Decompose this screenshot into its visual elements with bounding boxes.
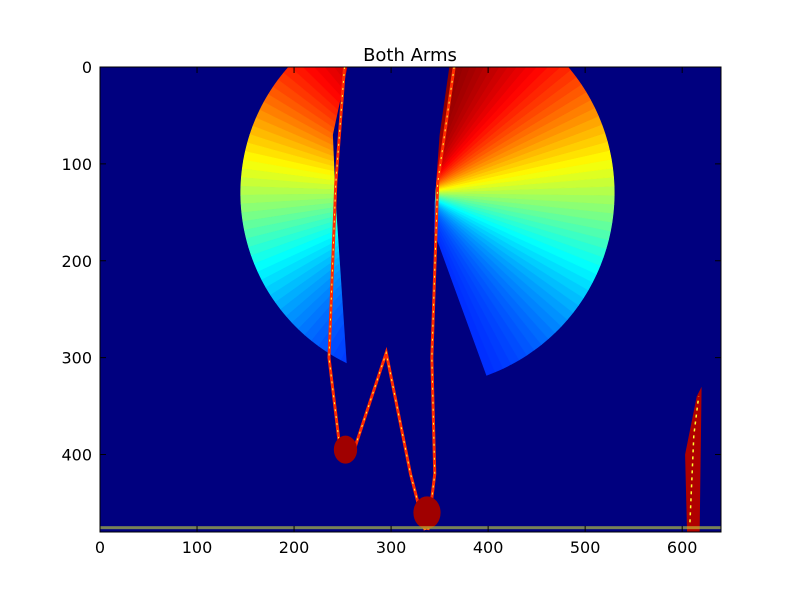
edge-noise-highlight <box>689 396 700 523</box>
y-tick-label: 0 <box>82 58 92 77</box>
y-tick-label: 400 <box>61 446 92 465</box>
right-arm-sweep-wedge <box>419 67 549 194</box>
right-arm-sweep-wedge <box>419 67 492 194</box>
y-tick-label: 200 <box>61 252 92 271</box>
body-silhouette <box>332 67 450 532</box>
chart-title: Both Arms <box>363 45 457 66</box>
plot-frame <box>99 66 722 533</box>
y-tick-label: 300 <box>61 349 92 368</box>
x-tick-label: 600 <box>667 538 698 557</box>
right-arm-sweep-wedge <box>419 67 508 194</box>
right-arm-sweep-wedge <box>419 67 464 194</box>
noise-cluster <box>333 435 358 464</box>
x-tick-label: 500 <box>570 538 601 557</box>
right-arm-sweep-wedge <box>420 67 571 194</box>
heatmap-plot-area <box>100 67 721 532</box>
noise-cluster <box>413 496 441 529</box>
x-tick-label: 300 <box>376 538 407 557</box>
x-tick-label: 100 <box>182 538 213 557</box>
floor-noise <box>100 526 721 530</box>
x-tick-label: 200 <box>279 538 310 557</box>
body-edge-highlight <box>328 67 455 531</box>
y-tick-label: 100 <box>61 155 92 174</box>
right-arm-sweep-wedge <box>419 67 527 194</box>
x-axis: 0 100 200 300 400 500 600 <box>95 67 698 557</box>
right-arm-sweep-wedge <box>419 67 537 194</box>
x-tick-label: 400 <box>473 538 504 557</box>
right-arm-sweep-wedge <box>419 67 484 194</box>
x-tick-label: 0 <box>95 538 105 557</box>
y-axis: 0 100 200 300 400 <box>61 58 721 465</box>
